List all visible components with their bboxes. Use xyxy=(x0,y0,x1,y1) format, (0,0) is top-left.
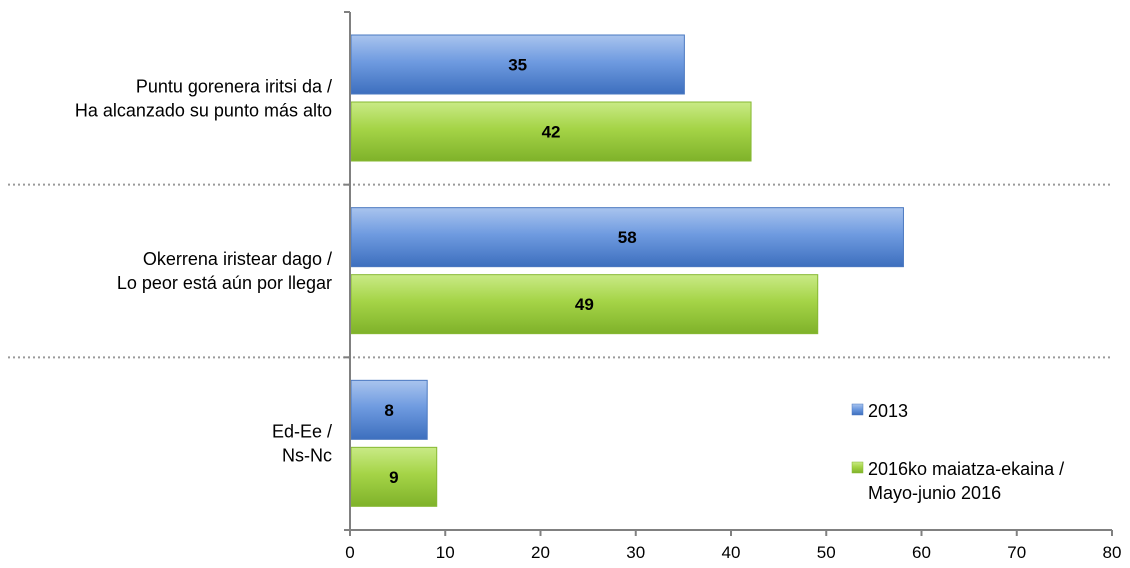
category-label: Puntu gorenera iritsi da / Ha alcanzado s… xyxy=(75,76,332,120)
legend-label-line: Mayo-junio 2016 xyxy=(868,483,1001,503)
x-tick-label: 30 xyxy=(626,543,645,562)
x-tick-label: 20 xyxy=(531,543,550,562)
category-separators xyxy=(8,183,1112,359)
bar xyxy=(350,207,904,268)
category-label: Okerrena iristear dago / Lo peor está aún… xyxy=(117,249,332,293)
x-tick-label: 40 xyxy=(722,543,741,562)
x-axis-ticks: 0 10 20 30 40 50 60 70 80 xyxy=(345,530,1121,562)
category-label-line: Ha alcanzado su punto más alto xyxy=(75,100,332,120)
bar-value-label: 8 xyxy=(384,401,393,420)
category-label-line: Lo peor está aún por llegar xyxy=(117,273,332,293)
legend-swatch xyxy=(851,403,864,416)
x-tick-label: 10 xyxy=(436,543,455,562)
category-labels: Puntu gorenera iritsi da / Ha alcanzado s… xyxy=(75,76,332,465)
legend-label: 2016ko maiatza-ekaina / Mayo-junio 2016 xyxy=(868,459,1064,503)
category-label-line: Okerrena iristear dago / xyxy=(143,249,332,269)
bar-value-label: 58 xyxy=(618,228,637,247)
category-label-line: Puntu gorenera iritsi da / xyxy=(136,76,332,96)
legend: 2013 2016ko maiatza-ekaina / Mayo-junio 20… xyxy=(851,401,1064,503)
x-tick-label: 0 xyxy=(345,543,354,562)
bar-value-label: 9 xyxy=(389,468,398,487)
legend-swatch xyxy=(851,461,864,474)
bar xyxy=(350,34,685,95)
bar xyxy=(350,101,752,162)
legend-label-line: 2013 xyxy=(868,401,908,421)
category-label-line: Ns-Nc xyxy=(282,446,332,466)
bar-value-label: 42 xyxy=(542,123,561,142)
bar-value-label: 49 xyxy=(575,295,594,314)
x-tick-label: 70 xyxy=(1007,543,1026,562)
category-label-line: Ed-Ee / xyxy=(272,422,332,442)
legend-label-line: 2016ko maiatza-ekaina / xyxy=(868,459,1064,479)
x-tick-label: 60 xyxy=(912,543,931,562)
x-tick-label: 80 xyxy=(1103,543,1122,562)
x-tick-label: 50 xyxy=(817,543,836,562)
category-label: Ed-Ee / Ns-Nc xyxy=(272,422,332,466)
bar-value-label: 35 xyxy=(508,56,527,75)
legend-label: 2013 xyxy=(868,401,908,421)
bars: 35 42 58 49 8 9 xyxy=(350,34,904,507)
